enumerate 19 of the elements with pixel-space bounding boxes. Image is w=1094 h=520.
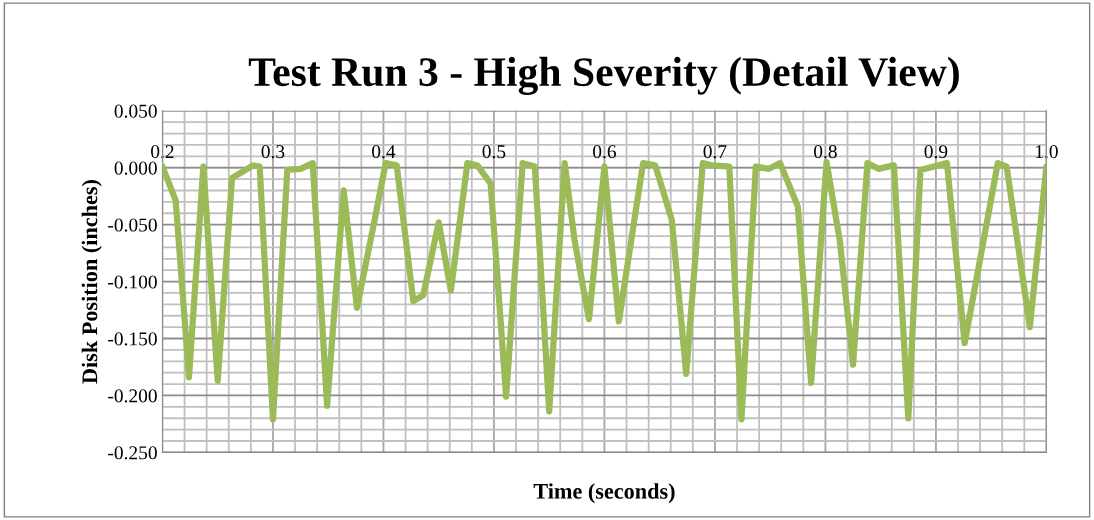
x-tick-label: 0.2 <box>151 145 174 159</box>
x-axis-title: Time (seconds) <box>533 483 675 504</box>
x-tick-label: 0.5 <box>482 145 506 159</box>
x-tick-label: 0.4 <box>372 145 396 159</box>
y-tick-label: -0.250 <box>108 446 157 460</box>
x-tick-label: 0.8 <box>814 145 837 159</box>
x-tick-label: 0.3 <box>261 145 285 159</box>
y-tick-label: -0.050 <box>108 218 157 232</box>
y-tick-label: 0.050 <box>114 104 157 118</box>
y-tick-label: 0.000 <box>114 161 157 175</box>
x-tick-label: 0.6 <box>593 145 617 159</box>
chart-title: Test Run 3 - High Severity (Detail View) <box>248 56 959 95</box>
x-tick-label: 0.7 <box>703 145 727 159</box>
y-tick-label: -0.150 <box>108 332 157 346</box>
y-tick-label: -0.200 <box>108 389 157 403</box>
x-tick-label: 0.9 <box>924 145 948 159</box>
x-tick-label: 1.0 <box>1035 145 1058 159</box>
y-tick-label: -0.100 <box>108 275 157 289</box>
y-axis-title: Disk Position (inches) <box>81 180 102 384</box>
